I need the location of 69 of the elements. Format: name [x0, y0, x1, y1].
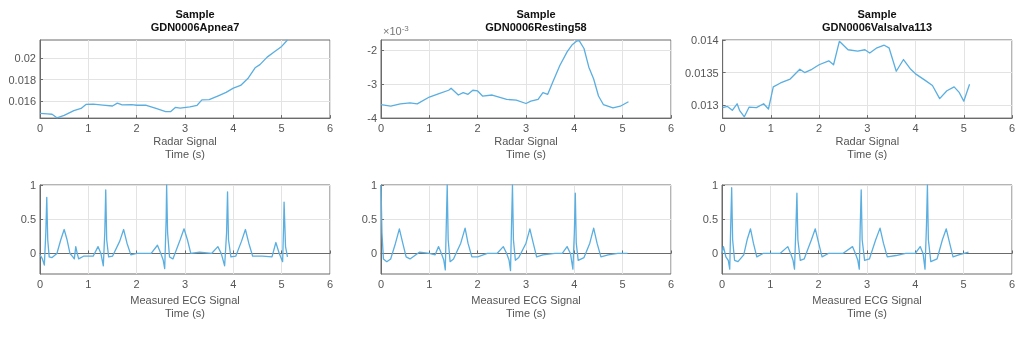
x-tick-label: 6 [667, 277, 675, 290]
line-series [380, 184, 629, 272]
x-tick-label: 5 [960, 121, 967, 134]
x-tick-label: 1 [85, 277, 92, 290]
x-tick-label: 5 [278, 121, 285, 134]
x-tick-label: 2 [816, 121, 823, 134]
x-tick-label: 6 [326, 121, 334, 134]
line-series [721, 40, 971, 118]
x-tick-label: 5 [619, 277, 626, 290]
y-tick-label: -4 [367, 112, 377, 125]
y-tick-label: 1 [370, 179, 377, 191]
x-tick-label: 1 [426, 121, 433, 134]
chart-title: Sample GDN0006Resting58 [485, 7, 587, 33]
x-tick-label: 2 [815, 277, 822, 290]
x-tick-label: 6 [1008, 277, 1016, 290]
x-tick-label: 3 [522, 121, 530, 134]
x-tick-label: 6 [1008, 121, 1016, 134]
x-tick-label: 1 [426, 277, 433, 290]
y-tick-label: 0.018 [8, 73, 36, 86]
x-tick-label: 4 [912, 121, 919, 134]
x-tick-label: 1 [767, 121, 774, 134]
y-tick-label: 0.02 [14, 52, 36, 65]
x-axis-title: Measured ECG Signal Time (s) [471, 294, 581, 320]
line-series [380, 40, 630, 109]
y-tick-label: 0.013 [691, 99, 719, 112]
y-tick-label: 0.5 [702, 213, 718, 226]
x-tick-label: 2 [474, 277, 481, 290]
y-tick-label: -2 [367, 44, 377, 57]
x-tick-label: 2 [133, 121, 140, 134]
x-axis-title: Measured ECG Signal Time (s) [812, 294, 922, 320]
x-tick-label: 1 [85, 121, 92, 134]
x-tick-label: 3 [864, 121, 871, 134]
x-tick-label: 4 [230, 277, 237, 290]
x-tick-label: 2 [474, 121, 481, 134]
x-tick-label: 3 [181, 121, 189, 134]
chart-title: Sample GDN0006Apnea7 [150, 7, 240, 33]
x-tick-label: 6 [667, 121, 675, 134]
x-tick-label: 5 [960, 277, 967, 290]
y-tick-label: 1 [29, 179, 36, 191]
x-axis-title: Measured ECG Signal Time (s) [130, 294, 240, 320]
y-tick-label: 0.5 [361, 213, 377, 226]
x-tick-label: 4 [571, 121, 578, 134]
x-axis-title: Radar Signal Time (s) [494, 134, 558, 160]
x-tick-label: 3 [863, 277, 871, 290]
x-tick-label: 5 [278, 277, 285, 290]
x-tick-label: 5 [619, 121, 626, 134]
x-tick-label: 2 [133, 277, 140, 290]
y-tick-label: 0.016 [8, 94, 36, 107]
y-tick-label: 0 [29, 247, 36, 260]
y-tick-label: 0 [711, 247, 718, 260]
x-axis-title: Radar Signal Time (s) [835, 134, 900, 160]
line-series [721, 184, 970, 270]
x-tick-label: 3 [522, 277, 530, 290]
y-tick-label: 0.0135 [684, 66, 719, 79]
chart-title: Sample GDN0006Valsalva113 [821, 7, 933, 33]
y-tick-label: 0.5 [20, 213, 36, 226]
line-series [39, 39, 289, 119]
x-tick-label: 6 [326, 277, 334, 290]
y-tick-label: -3 [367, 78, 377, 91]
x-tick-label: 1 [767, 277, 774, 290]
x-tick-label: 4 [571, 277, 578, 290]
y-tick-label: 0 [370, 247, 377, 260]
y-tick-label: 1 [711, 179, 718, 191]
x-tick-label: 3 [181, 277, 189, 290]
x-tick-label: 4 [230, 121, 237, 134]
line-series [39, 184, 289, 270]
x-axis-title: Radar Signal Time (s) [153, 134, 217, 160]
y-tick-label: 0.014 [691, 34, 719, 46]
x-tick-label: 4 [912, 277, 919, 290]
